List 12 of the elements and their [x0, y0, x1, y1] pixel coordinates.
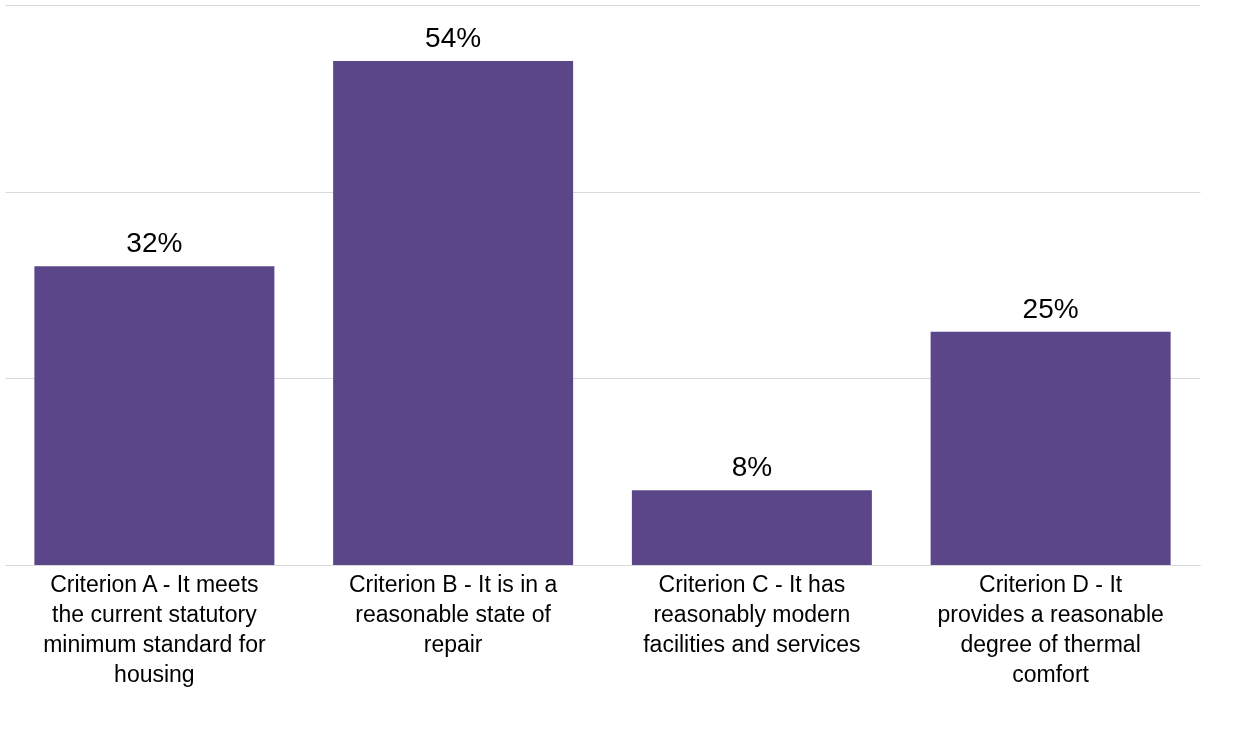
- bar: [333, 61, 574, 565]
- data-label: 32%: [126, 227, 183, 259]
- x-tick-label: Criterion B - It is in a reasonable state of repair: [348, 570, 558, 657]
- data-label: 54%: [425, 22, 482, 53]
- x-tick-label: Criterion D - It provides a reasonable degree of thermal comfort: [937, 570, 1164, 687]
- bar: [930, 331, 1171, 565]
- data-label: 8%: [731, 451, 773, 483]
- x-tick-label: Criterion C - It has reasonably modern facilities and services: [643, 570, 861, 657]
- x-tick-label: Criterion A - It meets the current statutory minimum standard for housing: [43, 570, 266, 687]
- bar: [34, 266, 275, 565]
- data-label: 25%: [1022, 292, 1079, 324]
- bar: [631, 490, 872, 565]
